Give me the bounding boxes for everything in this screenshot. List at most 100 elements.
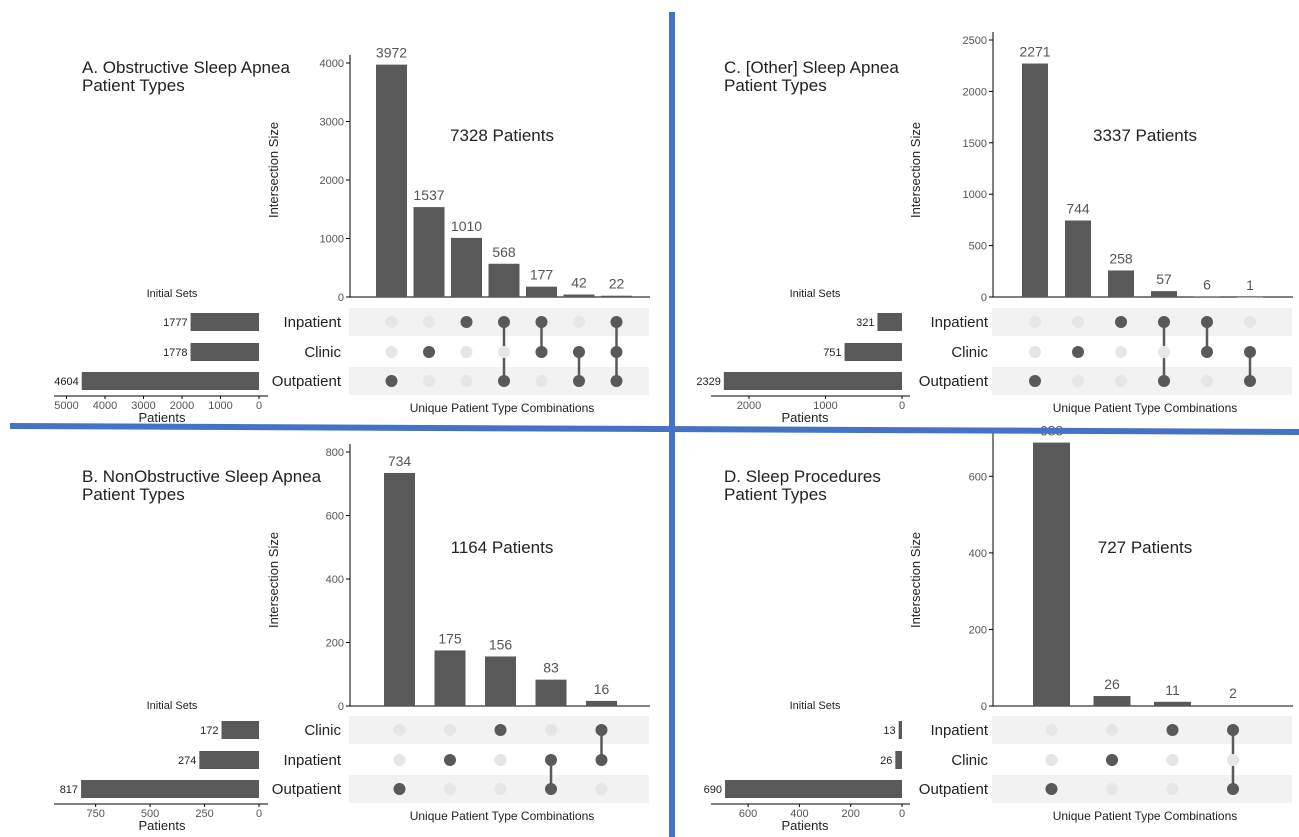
set-size-label: 274 bbox=[178, 755, 196, 767]
sets-title: Initial Sets bbox=[790, 700, 841, 712]
x-axis-label: Unique Patient Type Combinations bbox=[1053, 401, 1238, 415]
set-axis-tick-label: 0 bbox=[256, 400, 262, 412]
matrix-dot-empty bbox=[423, 316, 435, 328]
matrix-dot-filled bbox=[1029, 375, 1041, 387]
matrix-dot-empty bbox=[1166, 783, 1179, 795]
set-axis-tick-label: 600 bbox=[739, 808, 757, 820]
matrix-dot-filled bbox=[595, 724, 608, 736]
intersection-count-label: 175 bbox=[438, 630, 462, 646]
matrix-row-band bbox=[992, 716, 1292, 744]
matrix-dot-empty bbox=[444, 724, 456, 736]
intersection-count-label: 744 bbox=[1066, 201, 1090, 217]
set-row-label: Clinic bbox=[951, 752, 988, 769]
y-tick-label: 200 bbox=[326, 638, 344, 650]
y-tick-label: 200 bbox=[969, 624, 987, 636]
set-size-label: 1778 bbox=[163, 347, 187, 359]
intersection-count-label: 177 bbox=[530, 267, 554, 283]
intersection-bar bbox=[601, 295, 632, 297]
set-size-label: 26 bbox=[880, 755, 892, 767]
set-axis-tick-label: 0 bbox=[899, 400, 905, 412]
y-tick-label: 3000 bbox=[320, 117, 344, 129]
y-tick-label: 400 bbox=[326, 574, 344, 586]
panel-subtitle: Patient Types bbox=[82, 485, 185, 504]
y-tick-label: 0 bbox=[981, 701, 987, 713]
set-size-label: 2329 bbox=[696, 376, 720, 388]
matrix-dot-empty bbox=[1072, 375, 1084, 387]
set-axis-tick-label: 4000 bbox=[93, 400, 117, 412]
set-axis-tick-label: 250 bbox=[195, 808, 213, 820]
set-axis-label: Patients bbox=[782, 818, 829, 833]
intersection-bar bbox=[434, 650, 466, 706]
intersection-count-label: 2 bbox=[1229, 685, 1237, 701]
intersection-count-label: 11 bbox=[1165, 682, 1180, 698]
matrix-dot-filled bbox=[535, 346, 548, 358]
set-row-label: Inpatient bbox=[283, 314, 341, 331]
matrix-dot-filled bbox=[1045, 783, 1058, 795]
set-row-label: Inpatient bbox=[283, 752, 341, 769]
total-patients-label: 1164 Patients bbox=[451, 538, 554, 557]
matrix-dot-empty bbox=[1166, 754, 1179, 766]
set-size-bar bbox=[844, 343, 902, 361]
matrix-dot-filled bbox=[494, 724, 507, 736]
set-size-label: 4604 bbox=[54, 376, 78, 388]
set-size-bar bbox=[199, 751, 259, 769]
y-tick-label: 2500 bbox=[963, 35, 987, 47]
set-size-label: 817 bbox=[60, 784, 78, 796]
set-size-label: 172 bbox=[200, 725, 218, 737]
set-axis-tick-label: 1000 bbox=[208, 400, 232, 412]
set-axis-tick-label: 400 bbox=[790, 808, 808, 820]
intersection-count-label: 57 bbox=[1156, 271, 1172, 287]
matrix-dot-empty bbox=[1158, 346, 1170, 358]
matrix-dot-empty bbox=[1106, 783, 1118, 795]
matrix-dot-filled bbox=[393, 783, 406, 795]
intersection-count-label: 83 bbox=[543, 660, 559, 676]
set-size-label: 1777 bbox=[163, 317, 187, 329]
matrix-dot-filled bbox=[1227, 724, 1239, 736]
matrix-dot-filled bbox=[1158, 375, 1170, 387]
intersection-bar bbox=[1214, 705, 1252, 706]
panel-title: C. [Other] Sleep Apnea bbox=[724, 58, 899, 77]
set-size-bar bbox=[898, 721, 902, 739]
matrix-dot-filled bbox=[610, 375, 623, 387]
y-tick-label: 1000 bbox=[320, 234, 344, 246]
matrix-dot-empty bbox=[1106, 724, 1118, 736]
set-row-label: Outpatient bbox=[272, 373, 342, 390]
set-axis-tick-label: 750 bbox=[86, 808, 104, 820]
intersection-count-label: 26 bbox=[1104, 676, 1120, 692]
set-axis-tick-label: 0 bbox=[256, 808, 262, 820]
total-patients-label: 727 Patients bbox=[1098, 538, 1193, 557]
matrix-row-band bbox=[992, 367, 1292, 395]
y-tick-label: 600 bbox=[969, 471, 987, 483]
matrix-dot-filled bbox=[1201, 346, 1213, 358]
intersection-bar bbox=[1065, 220, 1091, 297]
x-axis-label: Unique Patient Type Combinations bbox=[410, 809, 595, 823]
matrix-dot-empty bbox=[1201, 375, 1213, 387]
intersection-bar bbox=[376, 64, 407, 297]
matrix-dot-filled bbox=[1244, 375, 1256, 387]
intersection-bar bbox=[413, 207, 445, 297]
matrix-dot-empty bbox=[1227, 754, 1239, 766]
y-tick-label: 0 bbox=[338, 292, 344, 304]
matrix-dot-filled bbox=[545, 754, 557, 766]
matrix-dot-empty bbox=[498, 346, 510, 358]
set-row-label: Outpatient bbox=[272, 781, 342, 798]
y-tick-label: 2000 bbox=[963, 86, 987, 98]
intersection-bar bbox=[488, 263, 520, 297]
matrix-dot-filled bbox=[573, 375, 585, 387]
intersection-count-label: 2271 bbox=[1019, 44, 1050, 60]
matrix-dot-empty bbox=[573, 316, 585, 328]
set-row-label: Inpatient bbox=[930, 314, 988, 331]
matrix-dot-empty bbox=[494, 754, 507, 766]
intersection-bar bbox=[1151, 291, 1177, 297]
intersection-bar bbox=[1237, 296, 1263, 298]
intersection-bar bbox=[586, 700, 617, 706]
intersection-bar bbox=[485, 656, 516, 706]
y-tick-label: 0 bbox=[981, 292, 987, 304]
set-row-label: Clinic bbox=[304, 344, 341, 361]
matrix-dot-filled bbox=[595, 754, 608, 766]
intersection-bar bbox=[1022, 63, 1048, 297]
set-row-label: Outpatient bbox=[919, 781, 989, 798]
matrix-dot-filled bbox=[1227, 783, 1239, 795]
